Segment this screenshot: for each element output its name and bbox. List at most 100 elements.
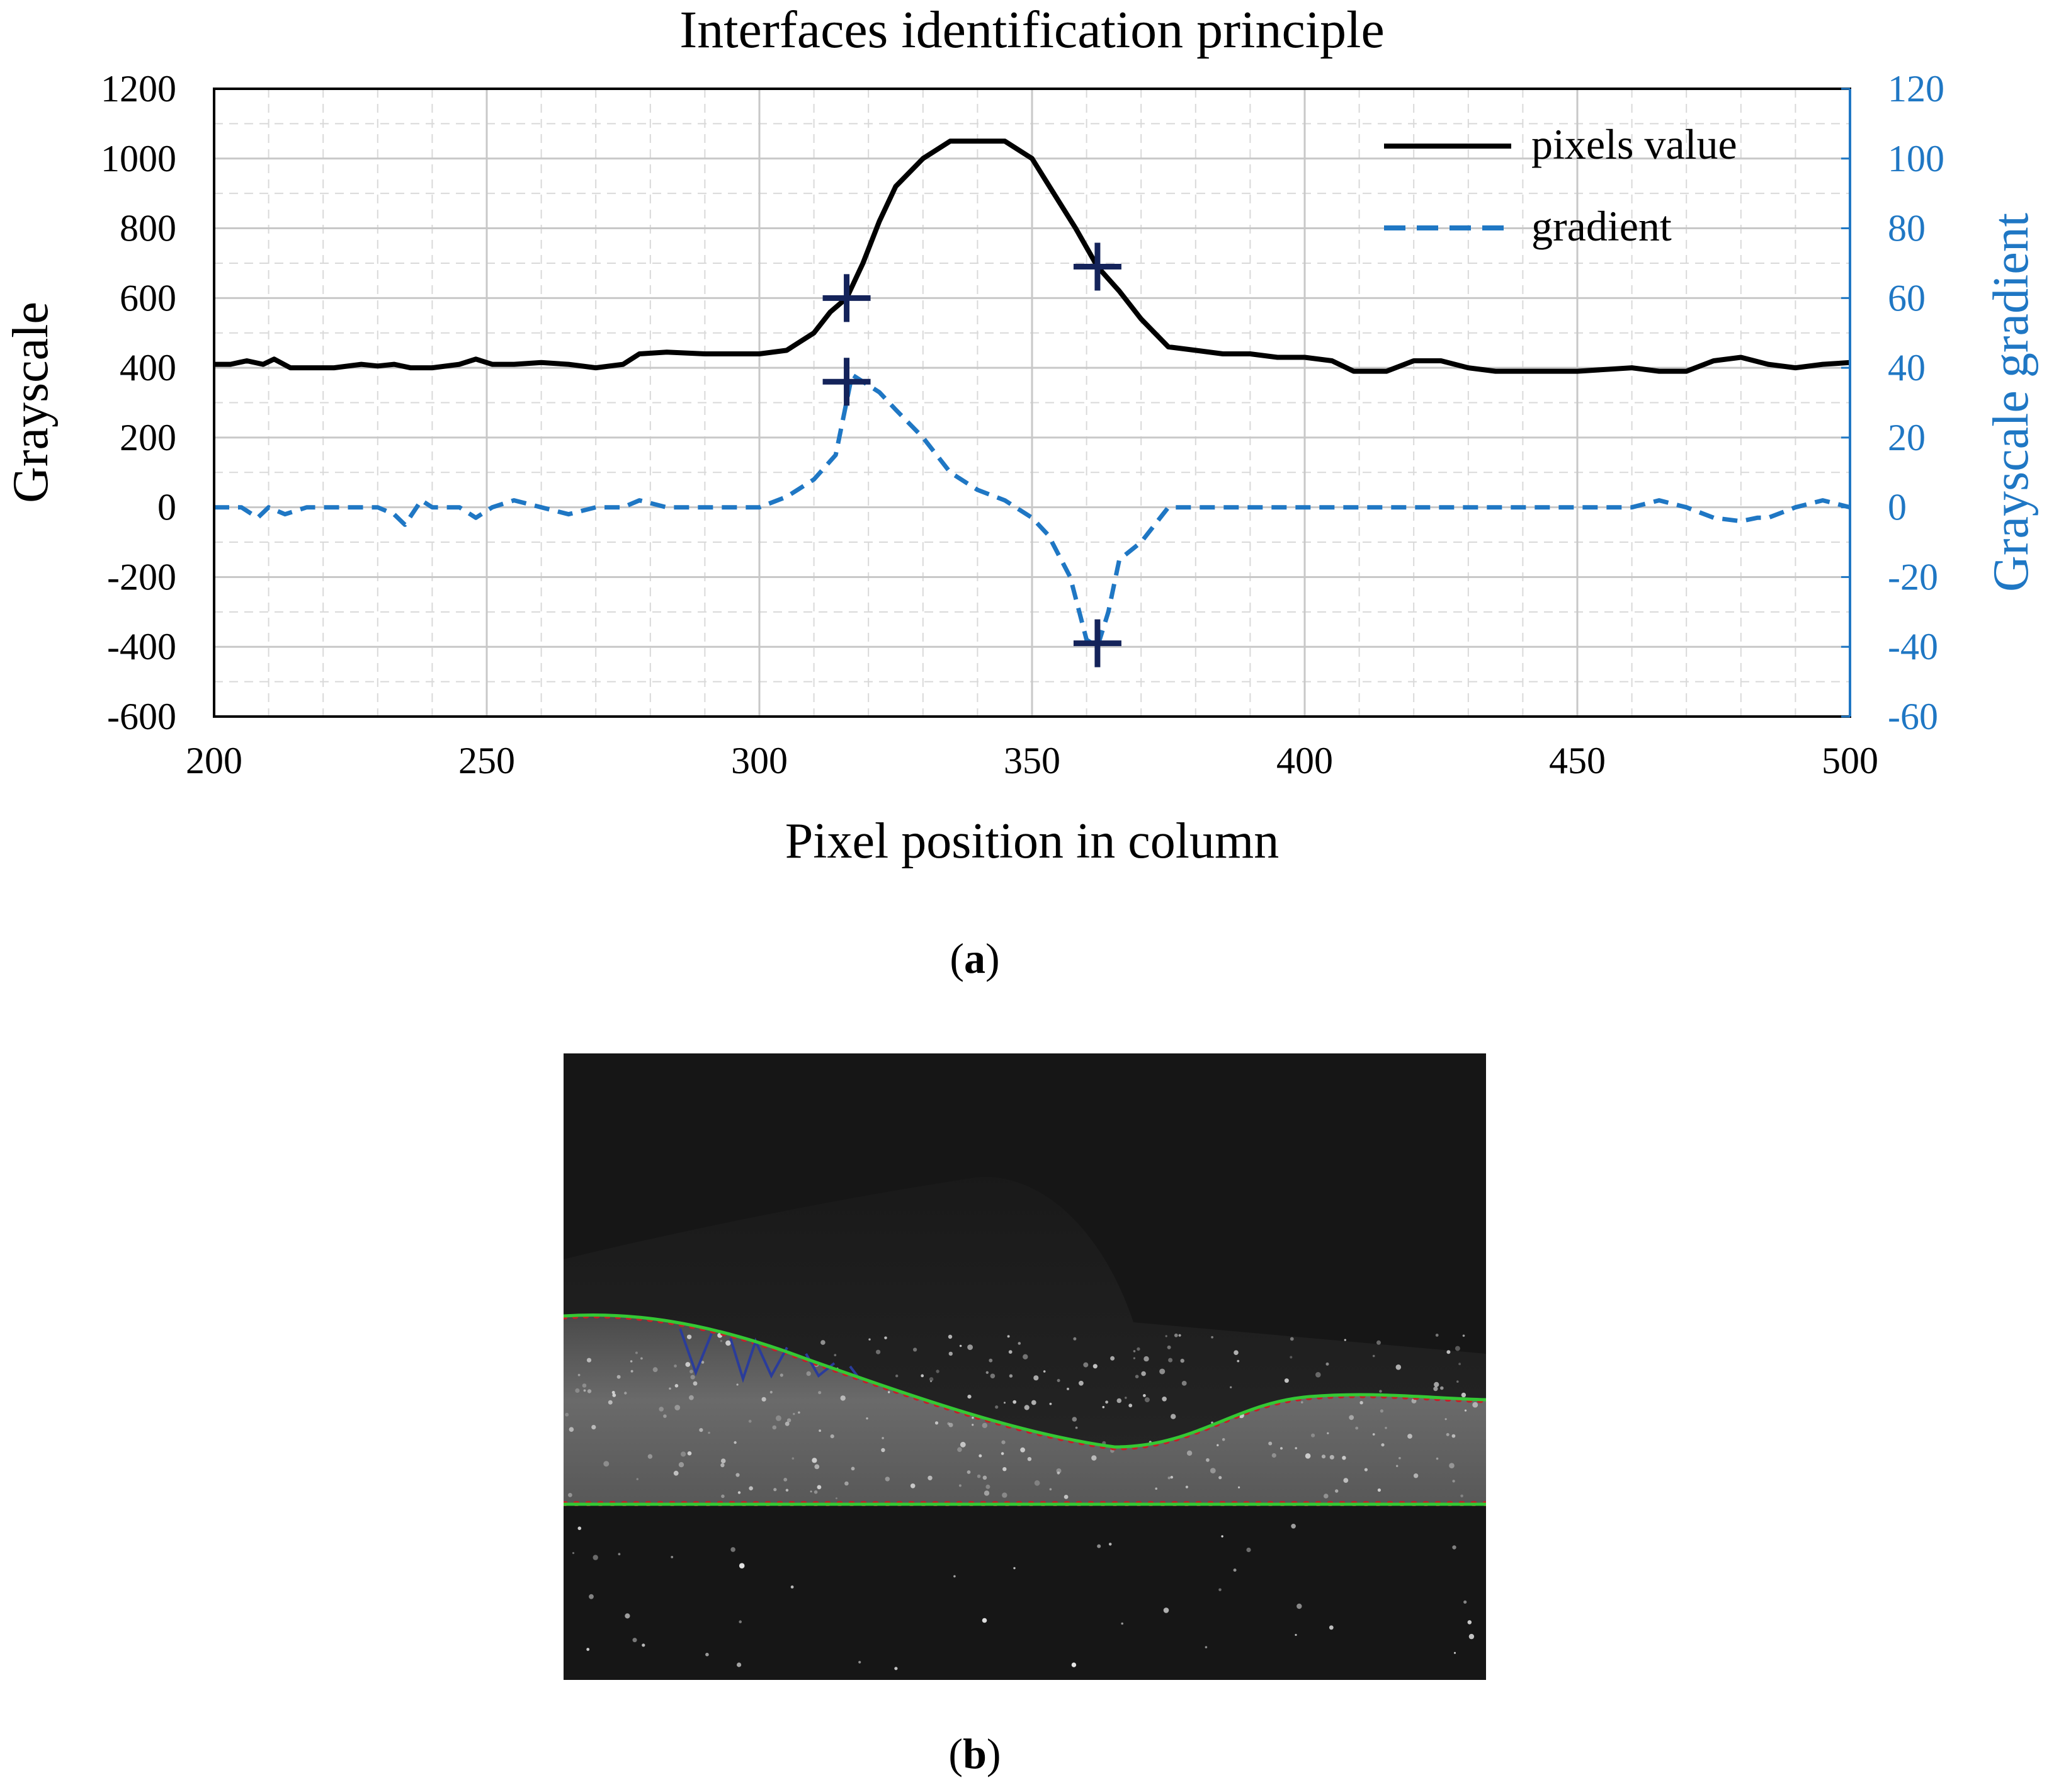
speckle bbox=[1004, 1402, 1006, 1404]
chart-title: Interfaces identification principle bbox=[679, 1, 1384, 59]
speckle bbox=[1372, 1354, 1375, 1358]
speckle bbox=[565, 1412, 569, 1417]
speckle bbox=[1165, 1335, 1167, 1337]
speckle bbox=[967, 1470, 971, 1474]
speckle bbox=[977, 1474, 981, 1478]
upper-interface-fit bbox=[564, 1313, 1486, 1449]
speckle bbox=[930, 1380, 932, 1383]
speckle bbox=[1462, 1334, 1465, 1337]
speckle bbox=[1279, 1447, 1283, 1450]
speckle bbox=[730, 1547, 735, 1552]
speckle bbox=[1327, 1432, 1329, 1434]
speckle bbox=[876, 1349, 881, 1354]
speckle bbox=[1359, 1401, 1363, 1405]
speckle bbox=[1464, 1409, 1467, 1412]
speckle bbox=[913, 1347, 917, 1352]
speckle bbox=[1097, 1544, 1101, 1548]
y2-tick-label: 60 bbox=[1888, 277, 1926, 319]
speckle bbox=[636, 1478, 638, 1480]
speckle bbox=[1335, 1489, 1339, 1493]
speckle bbox=[819, 1429, 821, 1432]
speckle bbox=[674, 1405, 681, 1410]
speckle bbox=[882, 1437, 884, 1439]
speckle bbox=[786, 1418, 792, 1422]
speckle bbox=[1329, 1455, 1334, 1460]
speckle bbox=[699, 1428, 703, 1432]
speckle bbox=[1027, 1457, 1032, 1461]
speckle bbox=[1079, 1380, 1084, 1386]
speckle bbox=[1452, 1545, 1456, 1550]
speckle bbox=[810, 1490, 812, 1493]
speckle bbox=[1290, 1337, 1294, 1341]
speckle bbox=[1344, 1339, 1346, 1341]
y-tick-label: 600 bbox=[120, 277, 176, 319]
interface-marker bbox=[822, 358, 871, 406]
speckle bbox=[1305, 1453, 1311, 1459]
y-tick-label: -200 bbox=[107, 556, 176, 598]
speckle bbox=[972, 1424, 974, 1426]
speckle bbox=[748, 1419, 752, 1423]
speckle bbox=[1440, 1386, 1444, 1390]
speckle bbox=[625, 1613, 630, 1619]
speckle bbox=[798, 1411, 800, 1414]
speckle bbox=[1168, 1358, 1173, 1363]
speckle bbox=[1321, 1455, 1326, 1459]
speckle bbox=[642, 1643, 645, 1647]
speckle bbox=[885, 1477, 890, 1482]
speckle bbox=[773, 1488, 777, 1492]
speckle bbox=[687, 1451, 692, 1456]
speckle bbox=[1434, 1381, 1439, 1387]
speckle bbox=[689, 1370, 693, 1374]
speckle bbox=[1221, 1535, 1223, 1538]
speckle bbox=[616, 1375, 621, 1379]
speckle bbox=[948, 1422, 953, 1427]
speckle bbox=[1020, 1447, 1025, 1453]
speckle bbox=[1102, 1405, 1105, 1409]
speckle bbox=[1268, 1441, 1273, 1446]
speckle bbox=[593, 1555, 598, 1560]
y2-axis-label: Grayscale gradient bbox=[1983, 213, 2039, 592]
speckle bbox=[1018, 1342, 1021, 1345]
speckle bbox=[1364, 1468, 1368, 1472]
y2-tick-label: 100 bbox=[1888, 138, 1944, 179]
speckle bbox=[851, 1466, 855, 1471]
speckle bbox=[1092, 1364, 1098, 1369]
speckle bbox=[1343, 1478, 1349, 1483]
chart-a: 200 250 300 350 400 450 500-600-400-2000200400… bbox=[3, 1, 2039, 982]
y2-tick-label: -40 bbox=[1888, 626, 1938, 667]
speckle bbox=[1472, 1402, 1478, 1408]
speckle bbox=[1141, 1371, 1146, 1376]
speckle bbox=[1291, 1524, 1296, 1529]
speckle bbox=[834, 1354, 837, 1357]
speckle bbox=[934, 1421, 939, 1425]
speckle bbox=[1170, 1475, 1174, 1479]
panel-a-letter: a bbox=[964, 934, 985, 982]
speckle bbox=[1125, 1397, 1127, 1399]
interface-marker bbox=[822, 274, 871, 322]
x-axis-label: Pixel position in column bbox=[785, 814, 1279, 869]
speckle bbox=[1467, 1620, 1472, 1625]
speckle bbox=[806, 1371, 811, 1376]
series-line-pixels-value bbox=[214, 139, 1851, 374]
speckle bbox=[1067, 1387, 1069, 1390]
speckle bbox=[761, 1397, 766, 1402]
speckle bbox=[1271, 1453, 1276, 1458]
speckle bbox=[953, 1575, 956, 1578]
speckle bbox=[1238, 1486, 1240, 1489]
x-tick-label: 200 bbox=[186, 740, 242, 781]
speckle bbox=[1116, 1398, 1122, 1404]
speckle bbox=[1181, 1381, 1187, 1386]
speckle bbox=[630, 1360, 633, 1363]
y-tick-label: 1200 bbox=[101, 68, 176, 110]
y2-tick-label: 80 bbox=[1888, 208, 1926, 249]
speckle bbox=[685, 1362, 691, 1367]
legend-label-gradient: gradient bbox=[1531, 202, 1672, 250]
speckle bbox=[686, 1334, 692, 1339]
speckle bbox=[1001, 1452, 1004, 1455]
speckle bbox=[721, 1494, 725, 1499]
speckle bbox=[569, 1427, 574, 1432]
speckle bbox=[957, 1447, 962, 1452]
speckle bbox=[1064, 1495, 1069, 1499]
speckle bbox=[591, 1425, 596, 1430]
speckle bbox=[785, 1489, 789, 1492]
